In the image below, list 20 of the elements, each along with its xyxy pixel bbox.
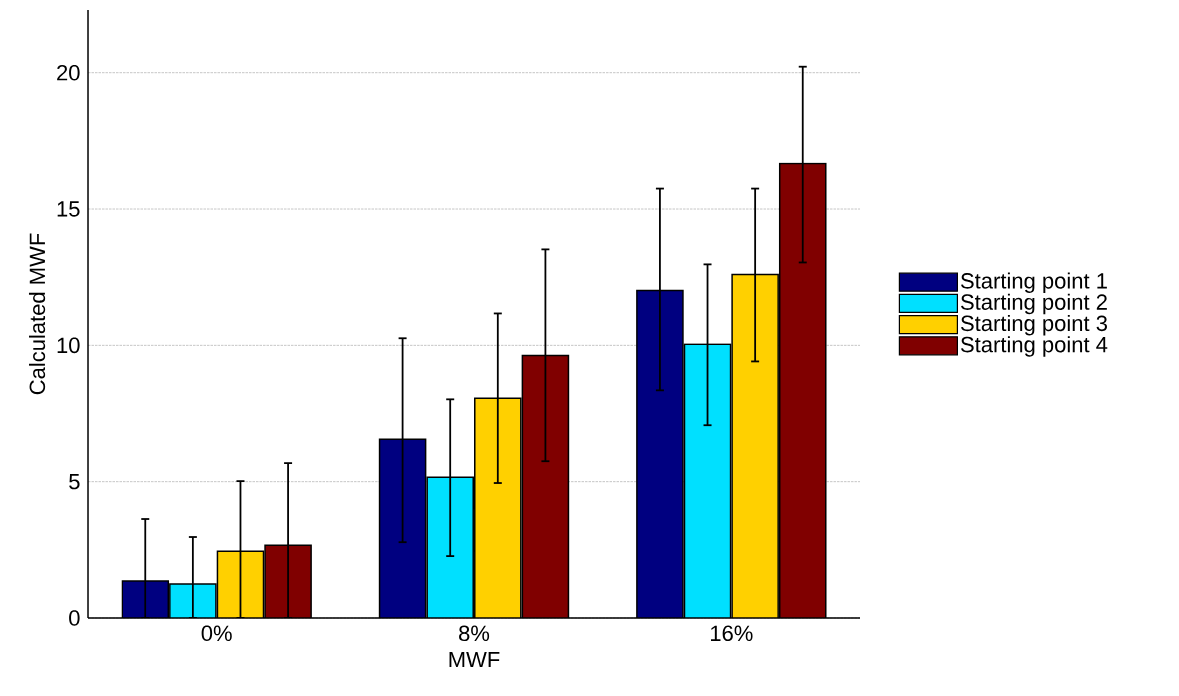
y-axis-title: Calculated MWF	[28, 233, 46, 395]
x-axis-title: MWF	[449, 651, 500, 668]
y-tick-label: 10	[57, 337, 80, 354]
y-tick-label: 20	[57, 64, 80, 81]
legend-label: Starting point 4	[961, 336, 1108, 357]
x-tick-label: 8%	[459, 625, 490, 642]
y-tick-label: 15	[57, 201, 80, 217]
y-tick-label: 0	[69, 610, 80, 626]
bar	[636, 289, 684, 618]
bar	[522, 355, 569, 618]
bar	[731, 273, 779, 618]
legend-label: Starting point 3	[961, 314, 1107, 336]
x-tick-label: 0%	[201, 625, 232, 642]
bar	[683, 343, 732, 618]
bar	[778, 162, 827, 618]
bar	[474, 398, 521, 618]
x-tick-label: 16%	[710, 625, 753, 642]
legend-label: Starting point 1	[961, 272, 1107, 294]
y-tick-label: 5	[69, 473, 80, 490]
legend-label: Starting point 2	[961, 293, 1107, 315]
